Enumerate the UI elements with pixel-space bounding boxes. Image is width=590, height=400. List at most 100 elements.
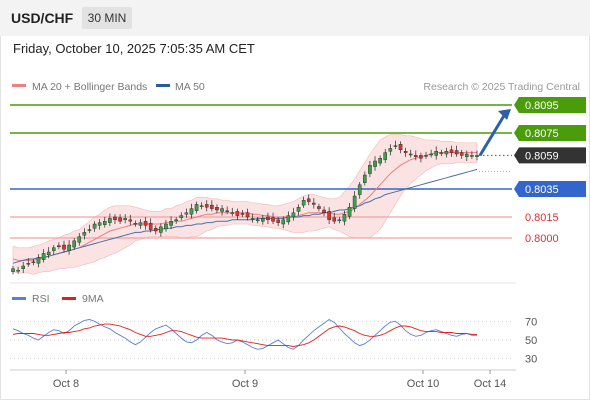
candle-body bbox=[153, 227, 158, 232]
candle-body bbox=[332, 217, 337, 222]
price-tag-0.8059-bg bbox=[514, 147, 586, 164]
candle-body bbox=[62, 244, 66, 250]
rsi-9ma-line bbox=[12, 323, 477, 347]
candle-body bbox=[434, 150, 439, 156]
candle-body bbox=[408, 153, 413, 156]
bollinger-bands bbox=[12, 134, 478, 275]
candle-body bbox=[199, 205, 204, 208]
candle-body bbox=[11, 268, 15, 272]
rsi-line bbox=[12, 318, 477, 350]
timestamp: Friday, October 10, 2025 7:05:35 AM CET bbox=[13, 41, 255, 56]
candle-body bbox=[215, 206, 219, 211]
candle-body bbox=[235, 211, 240, 216]
candle-body bbox=[444, 150, 449, 155]
candle-body bbox=[240, 213, 245, 215]
candle-body bbox=[276, 219, 280, 223]
interval-button[interactable]: 30 MIN bbox=[82, 7, 132, 29]
legend-swatch-ma50 bbox=[156, 84, 170, 87]
candle-body bbox=[36, 257, 41, 264]
candle-body bbox=[419, 155, 423, 159]
candle-body bbox=[429, 153, 433, 156]
candle-body bbox=[363, 174, 367, 183]
candle-body bbox=[337, 219, 342, 222]
candle-body bbox=[67, 244, 71, 251]
candle-body bbox=[465, 153, 469, 157]
candle-body bbox=[347, 206, 352, 217]
candle-body bbox=[225, 210, 229, 212]
candle-body bbox=[133, 223, 138, 225]
candle-body bbox=[398, 143, 403, 150]
candle-body bbox=[286, 215, 291, 223]
legend-label-9ma: 9MA bbox=[82, 293, 104, 305]
ma20-line bbox=[12, 152, 477, 261]
candle-body bbox=[169, 220, 173, 226]
price-tag-0.8000: 0.8000 bbox=[525, 233, 559, 245]
candle-body bbox=[393, 145, 398, 147]
candle-body bbox=[459, 152, 464, 156]
candle-body bbox=[449, 149, 454, 153]
x-tick-label: Oct 14 bbox=[474, 378, 506, 390]
rsi-tick-30: 30 bbox=[525, 354, 537, 366]
candle-body bbox=[475, 155, 479, 157]
candle-body bbox=[220, 208, 224, 212]
rsi-pane: 70 50 30 bbox=[10, 316, 537, 366]
candle-body bbox=[164, 223, 168, 230]
candle-body bbox=[306, 198, 311, 202]
candle-body bbox=[128, 219, 133, 222]
candle-body bbox=[204, 204, 209, 208]
candle-body bbox=[470, 155, 474, 157]
candle-body bbox=[26, 263, 31, 265]
candle-body bbox=[357, 184, 362, 195]
x-tick-label: Oct 8 bbox=[53, 378, 79, 390]
candle-body bbox=[82, 232, 87, 236]
price-tag-0.8075-bg bbox=[514, 125, 586, 141]
candle-body bbox=[230, 212, 235, 215]
rsi-tick-70: 70 bbox=[525, 316, 537, 328]
candle-body bbox=[92, 223, 97, 229]
price-tag-0.8095-bg bbox=[514, 97, 586, 113]
price-tag-0.8059: 0.8059 bbox=[525, 150, 559, 162]
candle-body bbox=[266, 216, 270, 220]
candle-body bbox=[123, 218, 127, 220]
candle-body bbox=[21, 265, 25, 269]
moving-averages bbox=[12, 152, 478, 264]
credit-text: Research © 2025 Trading Central bbox=[423, 81, 580, 93]
candle-body bbox=[16, 270, 20, 272]
candle-body bbox=[118, 217, 122, 222]
candle-body bbox=[271, 217, 275, 222]
candle-body bbox=[87, 229, 92, 231]
candle-body bbox=[255, 219, 260, 222]
candle-body bbox=[184, 212, 189, 215]
candle-body bbox=[352, 195, 357, 209]
bollinger-area bbox=[12, 134, 478, 275]
legend-swatch-rsi bbox=[12, 297, 26, 300]
legend-label-rsi: RSI bbox=[32, 293, 50, 305]
price-tag-0.8035: 0.8035 bbox=[525, 184, 559, 196]
legend-label-ma50: MA 50 bbox=[175, 81, 205, 93]
target-arrow bbox=[478, 109, 511, 157]
candle-body bbox=[373, 160, 377, 167]
rsi-tick-50: 50 bbox=[525, 335, 537, 347]
candle-body bbox=[312, 202, 316, 205]
candle-body bbox=[102, 220, 107, 225]
candle-body bbox=[296, 206, 301, 212]
legend-swatch-ma20 bbox=[12, 84, 26, 87]
candle-body bbox=[210, 204, 214, 209]
price-tag-0.8035-bg bbox=[514, 181, 586, 197]
candle-body bbox=[342, 213, 347, 222]
candle-body bbox=[403, 150, 408, 153]
candle-body bbox=[281, 219, 286, 225]
legend-label-ma20: MA 20 + Bollinger Bands bbox=[32, 81, 147, 93]
price-tag-0.8095: 0.8095 bbox=[525, 100, 559, 112]
chart-header: USD/CHF 30 MIN bbox=[0, 0, 590, 36]
candle-body bbox=[189, 208, 194, 215]
candle-body bbox=[454, 150, 459, 155]
candle-body bbox=[322, 209, 326, 213]
price-tags: 0.8095 0.8075 0.8059 0.8035 0.8015 0.8000 bbox=[514, 97, 586, 245]
candle-body bbox=[143, 220, 148, 226]
legend-swatch-9ma bbox=[62, 297, 76, 300]
candle-body bbox=[414, 155, 418, 157]
candle-body bbox=[317, 206, 321, 209]
